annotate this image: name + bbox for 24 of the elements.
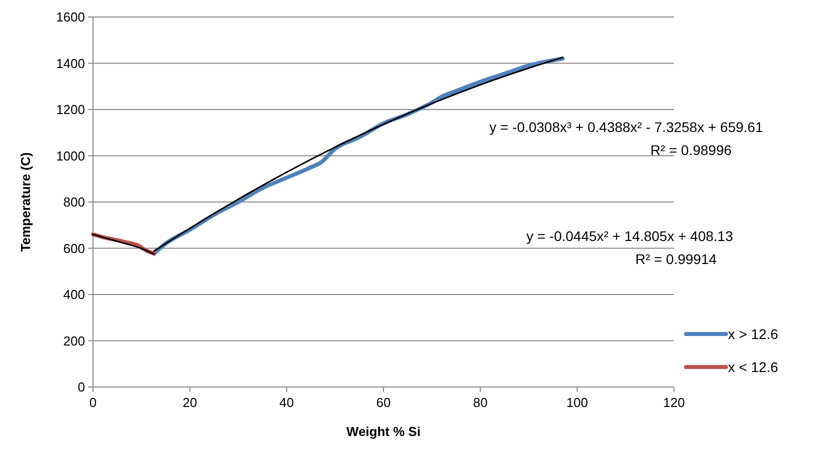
x-tick-label: 0	[89, 395, 97, 410]
annotation: R² = 0.99914	[635, 251, 717, 267]
x-axis-title: Weight % Si	[346, 424, 421, 439]
annotation: y = -0.0445x² + 14.805x + 408.13	[526, 228, 734, 244]
annotation: R² = 0.98996	[650, 142, 732, 158]
y-tick-label: 0	[78, 380, 85, 395]
y-tick-label: 800	[63, 194, 85, 210]
annotation: y = -0.0308x³ + 0.4388x² - 7.3258x + 659.61	[489, 119, 764, 135]
x-tick-label: 100	[566, 395, 588, 410]
y-tick-label: 400	[63, 287, 85, 302]
y-axis-title: Temperature (C)	[18, 152, 33, 252]
legend-label: x < 12.6	[728, 358, 778, 375]
x-tick-label: 60	[376, 395, 391, 410]
y-tick-label: 1200	[56, 102, 85, 118]
y-tick-label: 1600	[56, 10, 85, 25]
x-tick-label: 120	[663, 395, 685, 410]
legend-label: x > 12.6	[728, 326, 778, 342]
x-tick-label: 20	[182, 395, 198, 410]
y-tick-label: 600	[63, 240, 85, 256]
x-tick-label: 40	[279, 395, 294, 410]
y-tick-label: 1400	[56, 56, 85, 71]
y-tick-label: 200	[63, 333, 85, 348]
y-tick-label: 1000	[56, 148, 85, 164]
x-tick-label: 80	[473, 395, 488, 410]
